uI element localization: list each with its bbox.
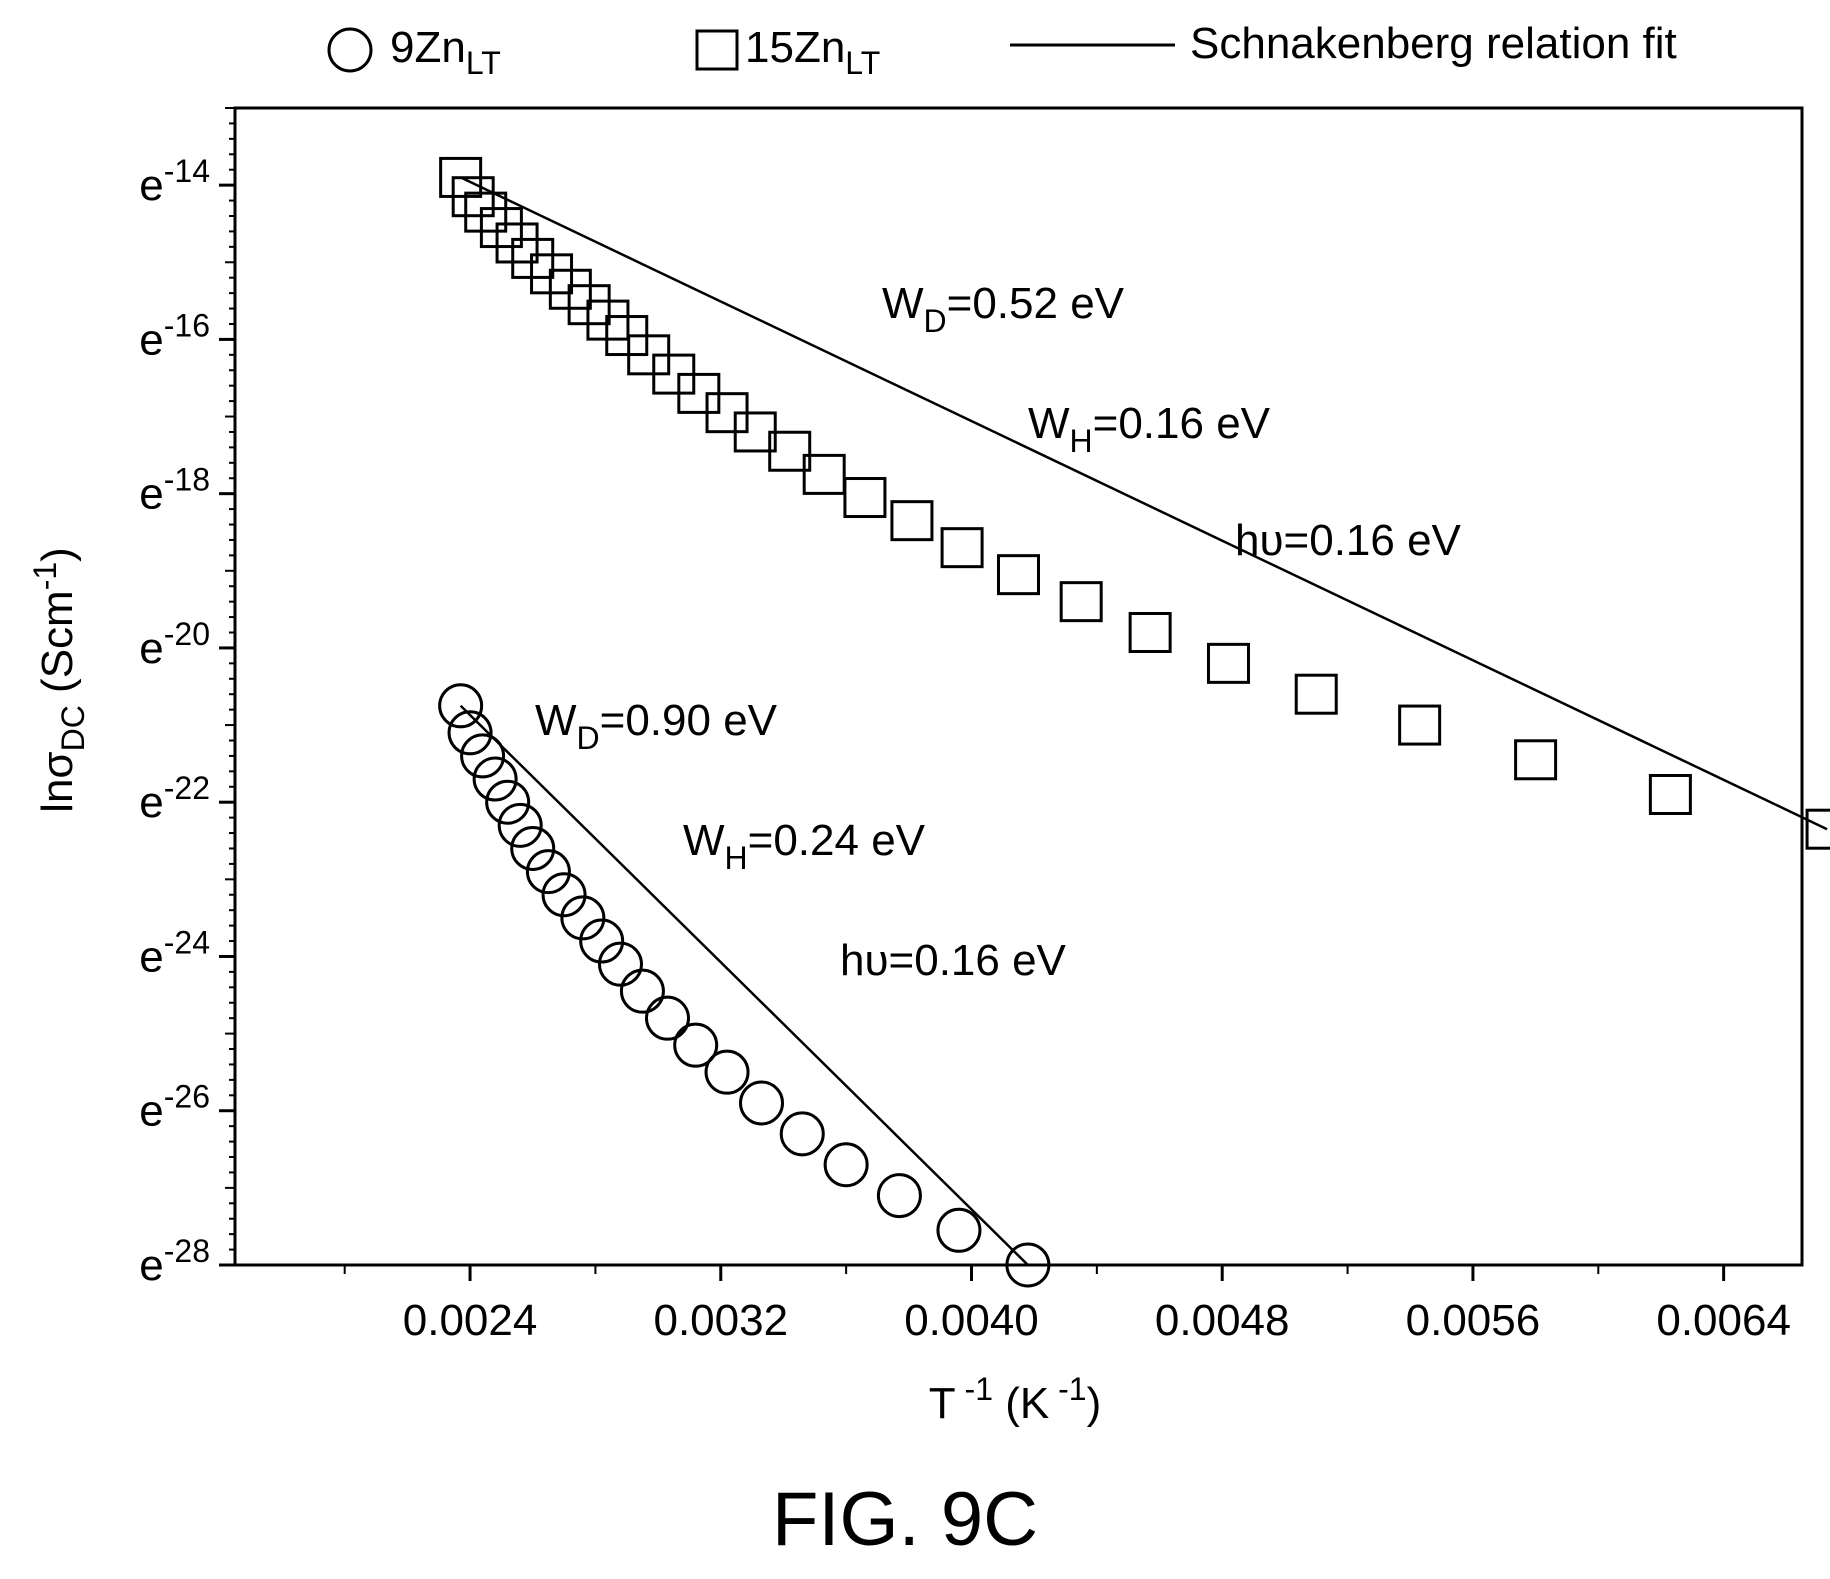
data-markers: [438, 156, 1830, 1288]
data-point-circle: [485, 779, 531, 825]
data-point-circle: [739, 1080, 785, 1126]
data-point-square: [1128, 612, 1172, 654]
y-tick-base: e: [139, 932, 163, 981]
annotation-wh-9zn: WH=0.24 eV: [683, 816, 926, 876]
data-point-circle: [823, 1142, 869, 1188]
y-tick-label: e-18: [139, 462, 210, 519]
fit-lines: [459, 176, 1828, 1266]
data-point-circle: [1005, 1242, 1051, 1288]
data-point-circle: [525, 849, 571, 895]
y-tick-exp: -20: [164, 616, 210, 652]
y-tick-label: e-22: [139, 770, 210, 827]
data-point-square: [1294, 673, 1338, 715]
data-point-square: [802, 453, 846, 495]
legend-9zn: 9ZnLT: [390, 23, 501, 81]
data-point-square: [1514, 739, 1558, 781]
y-tick-base: e: [139, 161, 163, 210]
series-15zn-lt: [439, 156, 1830, 850]
annotations: WD=0.52 eV WH=0.16 eV hυ=0.16 eV WD=0.90…: [535, 279, 1462, 985]
data-point-square: [997, 554, 1040, 596]
legend: 9ZnLT 15ZnLT Schnakenberg relation fit: [327, 19, 1677, 81]
data-point-circle: [673, 1022, 719, 1068]
annotation-wd-9zn: WD=0.90 eV: [535, 696, 778, 756]
y-tick-label: e-16: [139, 307, 210, 364]
data-point-square: [451, 176, 495, 218]
y-tick-base: e: [139, 624, 163, 673]
plot-frame: [233, 106, 1804, 1267]
data-point-square: [1648, 773, 1692, 815]
series-9zn-lt: [438, 683, 1051, 1288]
data-point-circle: [876, 1173, 922, 1219]
x-axis: 0.0024 0.0032 0.0040 0.0048 0.0056 0.0064: [343, 1265, 1791, 1345]
data-point-square: [940, 527, 984, 569]
y-tick-label: e-26: [139, 1079, 210, 1136]
annotation-hv-9zn: hυ=0.16 eV: [840, 936, 1067, 985]
data-point-circle: [510, 825, 556, 871]
data-point-circle: [644, 995, 690, 1041]
data-point-circle: [460, 733, 506, 779]
y-tick-label: e-24: [139, 924, 210, 981]
y-tick-exp: -22: [164, 770, 210, 806]
legend-circle-marker: [327, 27, 373, 73]
data-point-circle: [472, 756, 518, 802]
data-point-square: [890, 500, 934, 542]
data-point-circle: [447, 710, 493, 756]
annotation-wd-15zn: WD=0.52 eV: [882, 279, 1125, 339]
y-axis: e-14e-16e-18e-20e-22e-24e-26e-28: [139, 107, 235, 1290]
x-tick-label: 0.0024: [403, 1296, 538, 1345]
data-point-circle: [704, 1049, 750, 1095]
y-tick-label: e-14: [139, 153, 210, 210]
x-tick-label: 0.0056: [1406, 1296, 1541, 1345]
x-tick-label: 0.0048: [1155, 1296, 1290, 1345]
data-point-square: [1398, 704, 1442, 746]
data-point-circle: [541, 872, 587, 918]
data-point-square: [495, 222, 539, 264]
legend-15zn: 15ZnLT: [745, 23, 880, 81]
y-tick-exp: -14: [164, 153, 210, 189]
fit-line-15zn-lt: [460, 176, 1828, 831]
y-tick-exp: -16: [164, 307, 210, 343]
data-point-square: [464, 191, 508, 233]
y-tick-label: e-20: [139, 616, 210, 673]
figure-label: FIG. 9C: [772, 1477, 1038, 1562]
y-tick-base: e: [139, 1087, 163, 1136]
legend-square-marker: [695, 29, 739, 71]
fit-line-9zn-lt: [459, 704, 1029, 1266]
data-point-circle: [497, 802, 543, 848]
y-tick-base: e: [139, 778, 163, 827]
annotation-hv-15zn: hυ=0.16 eV: [1235, 516, 1462, 565]
data-point-square: [768, 430, 812, 472]
y-tick-exp: -26: [164, 1079, 210, 1115]
data-point-square: [1206, 642, 1250, 684]
y-tick-base: e: [139, 315, 163, 364]
data-point-circle: [579, 918, 625, 964]
data-point-square: [479, 207, 523, 249]
data-point-square: [843, 477, 887, 519]
y-tick-exp: -28: [164, 1233, 210, 1269]
y-tick-base: e: [139, 1241, 163, 1290]
y-tick-exp: -24: [164, 924, 210, 960]
legend-fit-label: Schnakenberg relation fit: [1190, 19, 1677, 68]
y-tick-label: e-28: [139, 1233, 210, 1290]
data-point-circle: [560, 895, 606, 941]
data-point-circle: [619, 968, 665, 1014]
x-tick-label: 0.0032: [653, 1296, 788, 1345]
x-tick-label: 0.0040: [904, 1296, 1039, 1345]
data-point-square: [1805, 808, 1830, 850]
annotation-wh-15zn: WH=0.16 eV: [1028, 399, 1271, 459]
data-point-circle: [597, 941, 643, 987]
y-tick-exp: -18: [164, 462, 210, 498]
data-point-square: [1059, 581, 1103, 623]
x-axis-title: T -1 (K -1): [929, 1371, 1101, 1428]
y-axis-title: lnσDC (Scm-1): [27, 547, 91, 813]
data-point-circle: [779, 1111, 825, 1157]
y-tick-base: e: [139, 470, 163, 519]
data-point-circle: [936, 1207, 982, 1253]
data-point-circle: [438, 683, 484, 729]
x-tick-label: 0.0064: [1656, 1296, 1791, 1345]
